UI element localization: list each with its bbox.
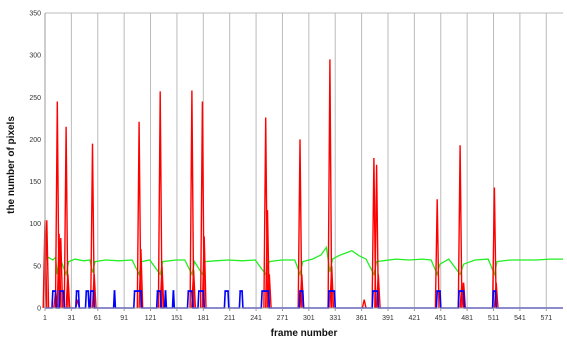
x-tick-labels: 1 31 61 91 121 151 181 211 241 271 301 331 361 391 421… [43, 308, 552, 322]
y-tick-label: 350 [29, 11, 41, 18]
y-tick-label: 200 [29, 137, 41, 144]
spike-red [157, 91, 163, 309]
x-tick-label: 451 [435, 315, 447, 322]
spike-red [361, 299, 367, 309]
x-tick-label: 91 [120, 315, 128, 322]
spike-red [90, 143, 95, 309]
x-tick-label: 271 [277, 315, 289, 322]
spike-red [58, 237, 64, 309]
x-tick-label: 511 [488, 315, 499, 322]
spike-red [374, 164, 380, 309]
x-tick-label: 61 [94, 315, 102, 322]
spike-red [63, 126, 69, 309]
spike-red [434, 199, 440, 309]
y-tick-label: 150 [29, 179, 41, 186]
y-tick-label: 250 [29, 95, 41, 102]
y-tick-label: 0 [37, 306, 41, 313]
spike-red [138, 248, 144, 309]
spike-red [65, 274, 71, 309]
spike-red [136, 121, 142, 309]
x-tick-label: 151 [171, 315, 183, 322]
x-tick-label: 241 [250, 315, 262, 322]
y-tick-label: 50 [33, 263, 41, 270]
spike-red [297, 139, 303, 309]
red-series [42, 59, 499, 309]
x-tick-label: 421 [409, 315, 421, 322]
x-tick-label: 571 [540, 315, 552, 322]
spike-red [189, 90, 195, 309]
x-tick-label: 541 [514, 315, 526, 322]
y-tick-label: 100 [29, 221, 41, 228]
y-axis-title: the number of pixels [6, 116, 17, 214]
spike-red [327, 59, 333, 309]
x-tick-label: 211 [224, 315, 235, 322]
spike-red [329, 265, 335, 309]
x-tick-label: 301 [303, 315, 315, 322]
grid [45, 12, 563, 308]
y-tick-label: 300 [29, 53, 41, 60]
x-tick-label: 481 [461, 315, 473, 322]
x-axis-title: frame number [271, 328, 338, 339]
spike-red [457, 145, 463, 309]
blue-series [45, 290, 563, 309]
spike-red [491, 187, 497, 309]
spike-red [44, 220, 50, 309]
x-tick-label: 181 [197, 315, 209, 322]
x-tick-label: 331 [329, 315, 341, 322]
y-tick-labels: 0 50 100 150 200 250 300 350 [29, 11, 41, 313]
x-tick-label: 121 [145, 315, 157, 322]
spike-red [201, 236, 207, 309]
x-tick-label: 1 [43, 315, 47, 322]
x-tick-label: 391 [382, 315, 394, 322]
x-tick-label: 361 [356, 315, 368, 322]
x-tick-label: 31 [67, 315, 75, 322]
